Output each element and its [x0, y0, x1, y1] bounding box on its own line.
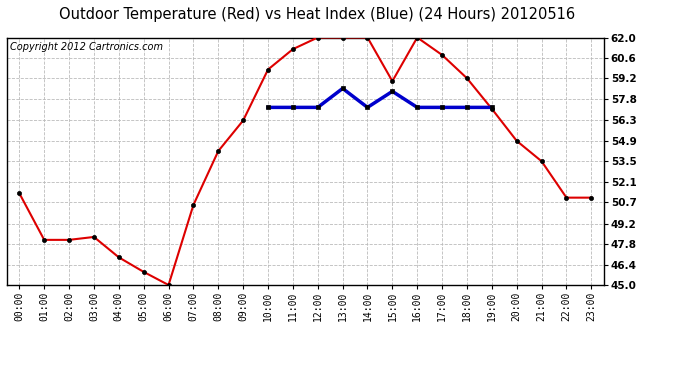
Text: Outdoor Temperature (Red) vs Heat Index (Blue) (24 Hours) 20120516: Outdoor Temperature (Red) vs Heat Index …	[59, 8, 575, 22]
Text: Copyright 2012 Cartronics.com: Copyright 2012 Cartronics.com	[10, 42, 163, 52]
